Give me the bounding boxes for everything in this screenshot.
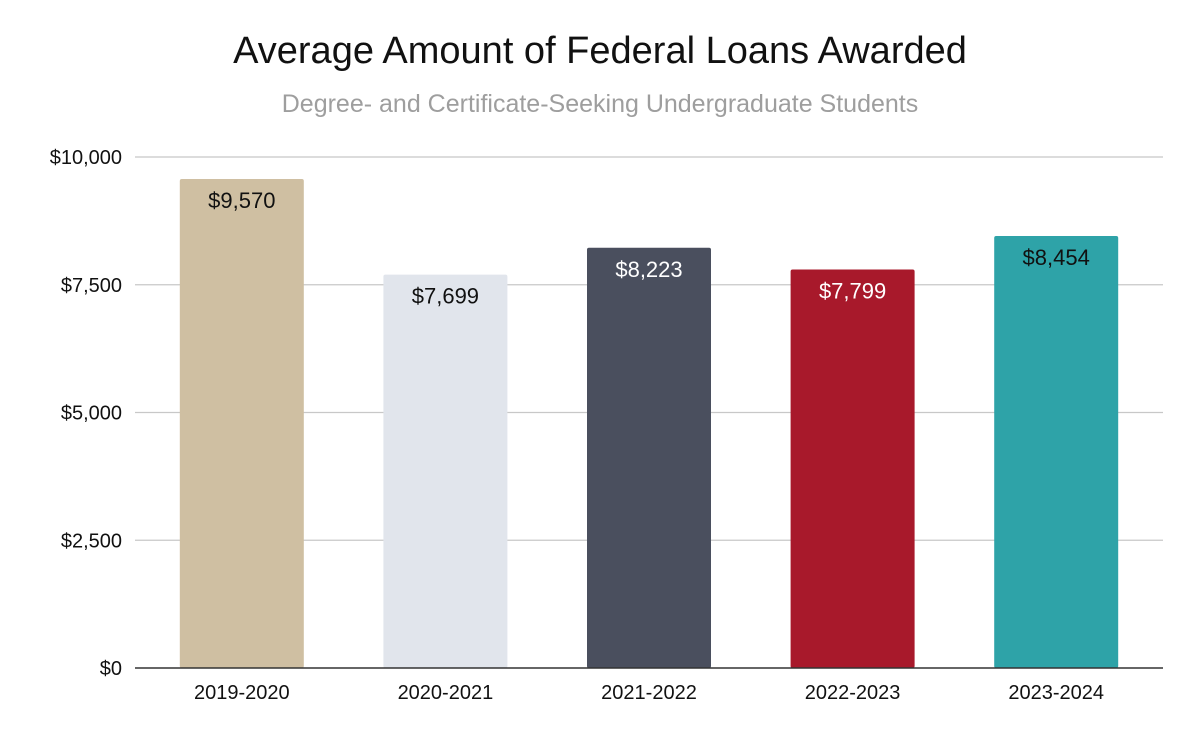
bar	[587, 247, 711, 669]
y-tick-label: $10,000	[50, 147, 122, 169]
chart-subtitle: Degree- and Certificate-Seeking Undergra…	[281, 90, 919, 118]
data-label: $8,223	[615, 257, 682, 282]
y-axis-tick-labels: $0 $2,500 $5,000 $7,500 $10,000	[50, 147, 122, 680]
data-labels: $9,570 $7,699 $8,223 $7,799 $8,454	[208, 188, 1090, 309]
y-tick-label: $2,500	[61, 530, 122, 552]
x-axis-tick-labels: 2019-2020 2020-2021 2021-2022 2022-2023 2023…	[194, 682, 1104, 704]
data-label: $9,570	[208, 188, 275, 213]
bar	[994, 236, 1119, 668]
y-tick-label: $7,500	[61, 275, 122, 297]
x-tick-label: 2020-2021	[398, 682, 494, 704]
bar	[179, 178, 304, 668]
y-tick-label: $5,000	[61, 403, 122, 425]
x-tick-label: 2021-2022	[601, 682, 697, 704]
data-label: $8,454	[1023, 245, 1090, 270]
x-tick-label: 2022-2023	[805, 682, 901, 704]
x-tick-label: 2023-2024	[1008, 682, 1104, 704]
y-tick-label: $0	[100, 658, 122, 680]
bar	[790, 269, 915, 668]
data-label: $7,699	[412, 284, 479, 309]
chart-title: Average Amount of Federal Loans Awarded	[233, 30, 967, 72]
x-tick-label: 2019-2020	[194, 682, 290, 704]
bars	[179, 178, 1119, 669]
data-label: $7,799	[819, 278, 886, 303]
bar	[383, 274, 508, 668]
